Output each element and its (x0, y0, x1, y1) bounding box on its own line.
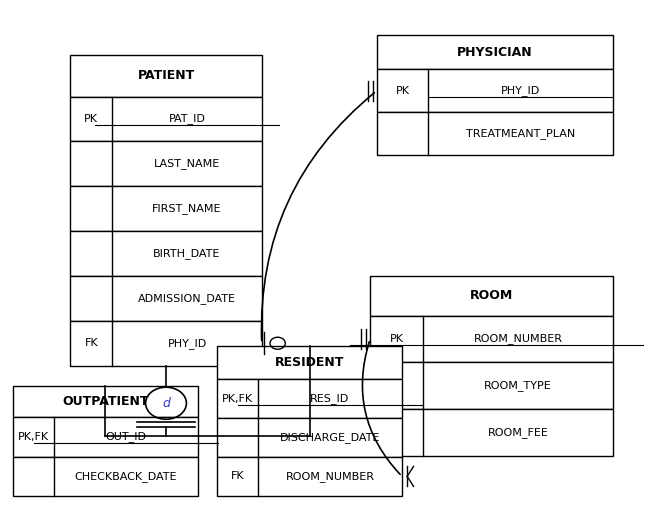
Bar (376, 35, 613, 69)
Text: FK: FK (230, 472, 244, 481)
Bar (217, 345, 402, 379)
Text: ROOM_TYPE: ROOM_TYPE (484, 380, 552, 391)
Text: PK,FK: PK,FK (18, 432, 49, 442)
Text: PAT_ID: PAT_ID (169, 113, 206, 125)
Text: PK: PK (85, 114, 98, 124)
Bar (370, 316, 613, 362)
Bar (70, 321, 262, 366)
Text: OUT_ID: OUT_ID (105, 431, 146, 443)
Text: PATIENT: PATIENT (137, 69, 195, 82)
Text: PK: PK (390, 334, 404, 344)
Bar (70, 97, 262, 142)
Text: FK: FK (85, 338, 98, 349)
Bar (376, 69, 613, 112)
Text: d: d (162, 397, 170, 410)
Bar (217, 379, 402, 418)
Bar (13, 386, 198, 417)
Bar (217, 418, 402, 457)
Text: PHY_ID: PHY_ID (167, 338, 206, 349)
Text: TREATMEANT_PLAN: TREATMEANT_PLAN (466, 128, 575, 140)
Text: ROOM_NUMBER: ROOM_NUMBER (473, 334, 562, 344)
Text: OUTPATIENT: OUTPATIENT (62, 395, 148, 408)
Bar (13, 417, 198, 456)
Text: ROOM: ROOM (470, 289, 513, 302)
Bar (370, 275, 613, 316)
Text: PHY_ID: PHY_ID (501, 85, 540, 97)
Text: PK,FK: PK,FK (222, 393, 253, 404)
Text: ADMISSION_DATE: ADMISSION_DATE (138, 293, 236, 304)
Bar (376, 112, 613, 155)
Bar (70, 231, 262, 276)
Text: BIRTH_DATE: BIRTH_DATE (154, 248, 221, 259)
Text: PHYSICIAN: PHYSICIAN (457, 46, 533, 59)
Bar (70, 142, 262, 187)
Text: CHECKBACK_DATE: CHECKBACK_DATE (74, 471, 177, 482)
Bar (217, 457, 402, 496)
Bar (370, 362, 613, 409)
Bar (70, 55, 262, 97)
Text: ROOM_FEE: ROOM_FEE (488, 427, 549, 438)
Text: PK: PK (396, 86, 409, 96)
Bar (70, 276, 262, 321)
Text: DISCHARGE_DATE: DISCHARGE_DATE (280, 432, 380, 443)
Text: FIRST_NAME: FIRST_NAME (152, 203, 222, 214)
Text: RESIDENT: RESIDENT (275, 356, 344, 369)
Bar (13, 456, 198, 496)
Text: ROOM_NUMBER: ROOM_NUMBER (285, 471, 374, 482)
Text: RES_ID: RES_ID (311, 393, 350, 404)
Text: LAST_NAME: LAST_NAME (154, 158, 220, 169)
Bar (370, 409, 613, 456)
Bar (70, 187, 262, 231)
